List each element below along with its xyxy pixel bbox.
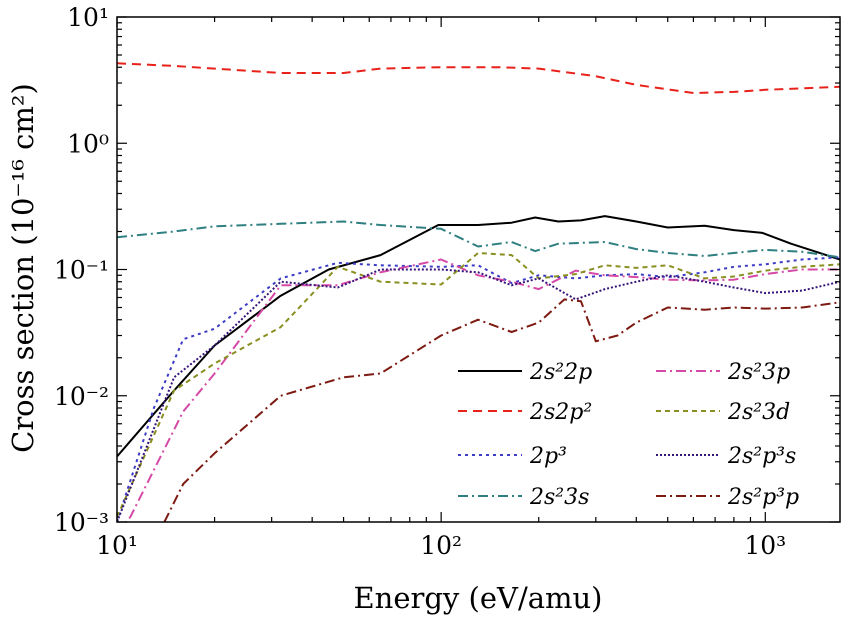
x-tick-label: 10¹ bbox=[96, 531, 138, 560]
y-tick-label: 10⁰ bbox=[67, 129, 109, 158]
x-tick-label: 10² bbox=[420, 531, 462, 560]
legend-label-2spp: 2s²p³p bbox=[727, 485, 799, 510]
legend-label-2sps: 2s²p³s bbox=[727, 444, 796, 469]
series-line-2s2p bbox=[117, 215, 840, 458]
series-line-2sps bbox=[117, 268, 840, 522]
series-layer bbox=[117, 62, 840, 522]
legend-label-2s2p: 2s2p² bbox=[529, 400, 592, 425]
y-tick-label: 10¹ bbox=[67, 3, 109, 32]
y-tick-label: 10⁻³ bbox=[54, 508, 109, 537]
series-line-2s3p bbox=[125, 258, 840, 522]
y-tick-label: 10⁻² bbox=[54, 382, 109, 411]
series-line-2s2p bbox=[117, 62, 840, 94]
legend: 2s²2p 2s2p² 2p³ 2s²3s 2s²3p 2s²3d 2s²p³s 2s²p³p bbox=[458, 360, 799, 510]
x-tick-label: 10³ bbox=[744, 531, 786, 560]
y-axis-title: Cross section (10⁻¹⁶ cm²) bbox=[6, 83, 40, 453]
ticks-layer bbox=[116, 16, 840, 523]
series-line-2p bbox=[117, 256, 840, 522]
x-axis-title: Energy (eV/amu) bbox=[353, 581, 602, 615]
legend-label-2p: 2p³ bbox=[529, 444, 567, 469]
legend-label-2s3p: 2s²3p bbox=[727, 360, 790, 385]
legend-label-2s3s: 2s²3s bbox=[529, 485, 589, 510]
series-line-2s3s bbox=[117, 220, 840, 259]
y-tick-label: 10⁻¹ bbox=[54, 256, 109, 285]
legend-label-2s3d: 2s²3d bbox=[727, 400, 790, 425]
series-line-2spp bbox=[163, 298, 840, 522]
legend-label-2s2p: 2s²2p bbox=[529, 360, 592, 385]
tick-labels-layer: 10¹ 10² 10³ 10⁻³ 10⁻² 10⁻¹ 10⁰ 10¹ bbox=[54, 3, 786, 560]
